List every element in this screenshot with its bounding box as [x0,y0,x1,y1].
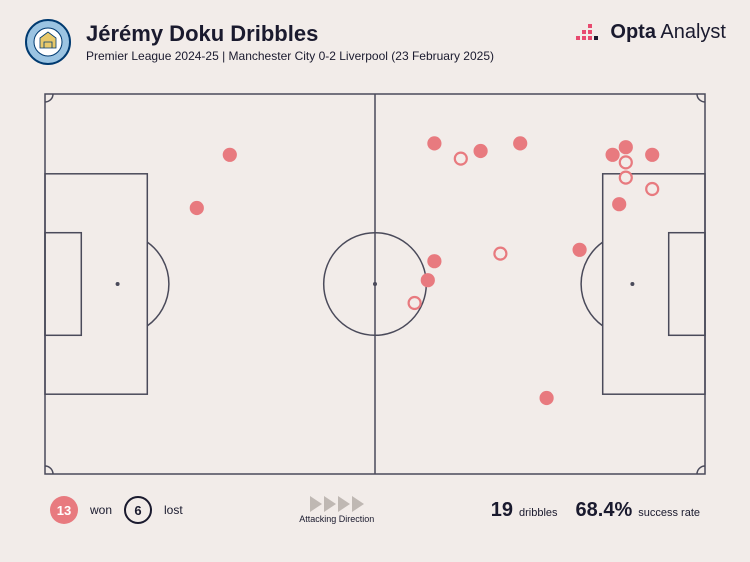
dribble-lost-marker [620,156,632,168]
dribble-won-marker [613,198,625,210]
stat-success-label: success rate [638,507,700,519]
stat-success: 68.4% success rate [576,499,700,522]
dribble-won-marker [428,255,440,267]
brand-logo: Opta Analyst [574,18,726,46]
pitch-svg [35,84,715,484]
dribble-won-marker [224,149,236,161]
dribble-lost-marker [620,172,632,184]
legend-lost-label: lost [164,503,183,517]
header: Jérémy Doku Dribbles Premier League 2024… [0,0,750,74]
stat-dribbles-value: 19 [491,499,513,522]
title-block: Jérémy Doku Dribbles Premier League 2024… [86,21,494,63]
legend-won-label: won [90,503,112,517]
stat-dribbles-label: dribbles [519,507,558,519]
dribble-lost-marker [409,297,421,309]
footer: 13 won 6 lost Attacking Direction 19 dri… [0,484,750,524]
stats: 19 dribbles 68.4% success rate [491,499,700,522]
direction-arrows-icon [310,496,364,512]
dribble-won-marker [191,202,203,214]
legend-lost-marker: 6 [124,496,152,524]
brand-bold: Opta [610,21,656,43]
legend-won-marker: 13 [50,496,78,524]
pitch-chart [35,84,715,484]
stat-success-value: 68.4% [576,499,633,522]
header-left: Jérémy Doku Dribbles Premier League 2024… [24,18,494,66]
dribble-won-marker [574,244,586,256]
dribble-lost-marker [646,183,658,195]
dribble-won-marker [514,137,526,149]
club-badge-icon [24,18,72,66]
direction-label: Attacking Direction [299,514,374,524]
stat-dribbles: 19 dribbles [491,499,558,522]
dribble-won-marker [620,141,632,153]
brand-light: Analyst [656,21,726,43]
dribble-won-marker [428,137,440,149]
brand-text: Opta Analyst [610,21,726,44]
attacking-direction: Attacking Direction [299,496,374,524]
page-title: Jérémy Doku Dribbles [86,21,494,47]
dribble-lost-marker [494,248,506,260]
dribble-won-marker [541,392,553,404]
dribble-won-marker [607,149,619,161]
legend: 13 won 6 lost [50,496,183,524]
dribble-won-marker [475,145,487,157]
dribble-won-marker [422,274,434,286]
brand-icon [574,18,602,46]
page-subtitle: Premier League 2024-25 | Manchester City… [86,49,494,63]
dribble-lost-marker [455,153,467,165]
dribble-won-marker [646,149,658,161]
